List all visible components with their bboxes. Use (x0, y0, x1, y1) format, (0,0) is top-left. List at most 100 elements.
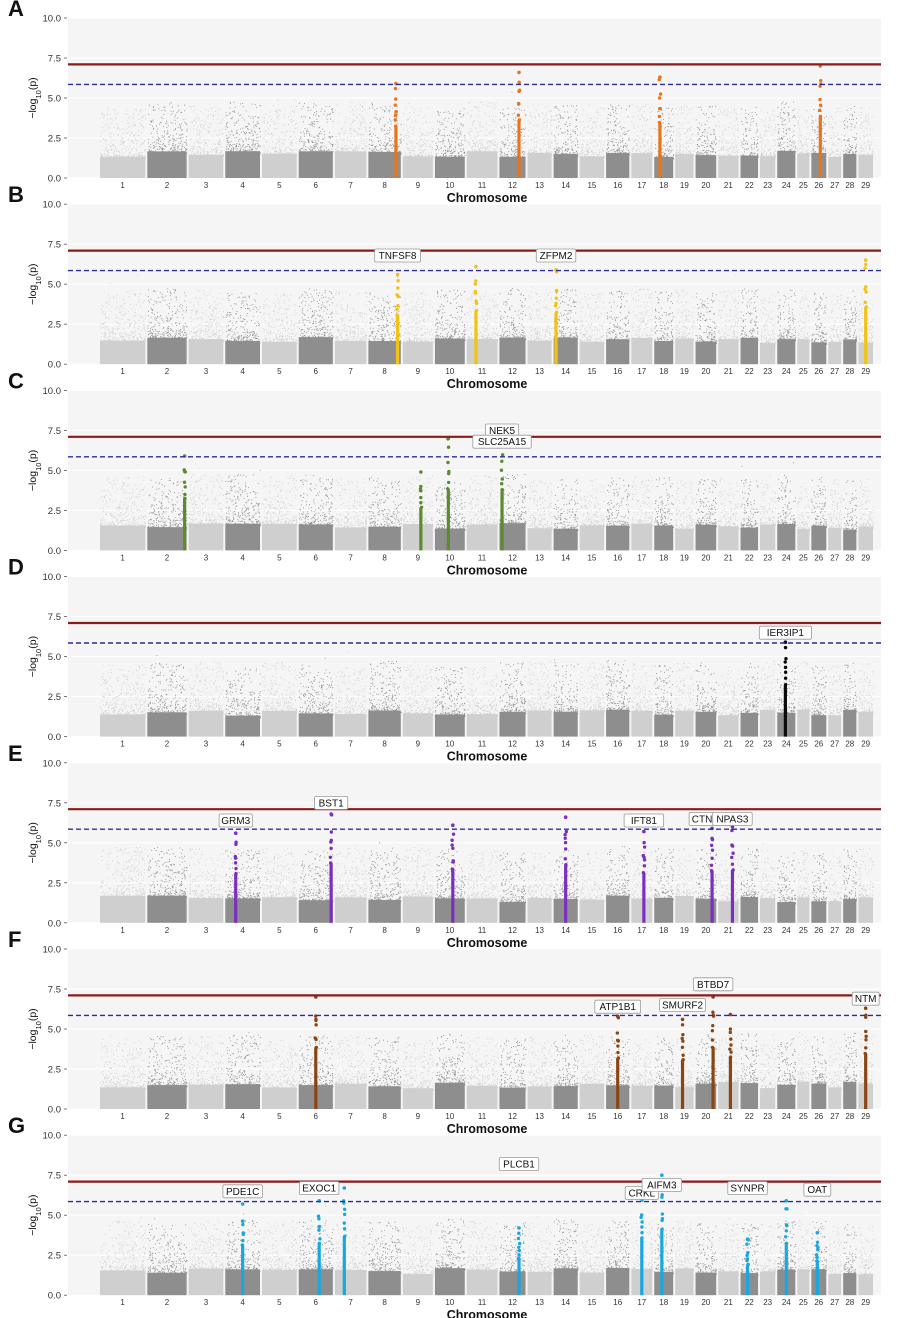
x-tick-label: 2 (165, 367, 170, 376)
panel-A: A0.02.55.07.510.0−log10(p)1 2 3 4 5 6 7 8 9 10 11 1… (8, 0, 881, 205)
chromosome-band-26 (811, 342, 827, 365)
highlight-point (681, 1039, 685, 1043)
chromosome-band-27 (828, 341, 842, 365)
y-tick-label: 0.0 (48, 360, 61, 371)
highlight-locus-chr12 (516, 1226, 522, 1296)
x-tick-label: 26 (814, 553, 823, 562)
highlight-point (314, 1018, 318, 1023)
x-tick-label: 9 (416, 1112, 421, 1121)
x-tick-label: 1 (120, 1298, 125, 1307)
y-tick-label: 10.0 (43, 572, 62, 583)
highlight-point (783, 676, 788, 680)
x-tick-label: 7 (348, 553, 353, 562)
snp-points-chr4 (225, 667, 261, 719)
x-tick-label: 8 (382, 1112, 387, 1121)
highlight-point (710, 1029, 715, 1033)
gene-name: PDE1C (226, 1187, 259, 1198)
x-tick-label: 5 (277, 367, 282, 376)
snp-points-chr28 (843, 849, 858, 902)
highlight-point (317, 1224, 321, 1229)
snp-points-chr5 (262, 848, 298, 900)
chromosome-band-23 (760, 1088, 776, 1109)
x-tick-label: 27 (830, 181, 839, 190)
snp-points-chr8 (368, 661, 402, 713)
lead-snp-point (342, 1186, 347, 1190)
x-tick-label: 22 (745, 181, 754, 190)
highlight-point (660, 1212, 665, 1216)
snp-points-chr19 (675, 289, 695, 342)
chromosome-band-9 (402, 156, 433, 178)
highlight-column (183, 498, 187, 551)
x-tick-label: 21 (724, 926, 733, 935)
highlight-point (517, 1253, 521, 1257)
x-tick-label: 15 (587, 740, 596, 749)
snp-points-chr8 (368, 1037, 402, 1089)
snp-points-chr26 (811, 1036, 828, 1087)
gene-name: IER3IP1 (767, 628, 805, 639)
highlight-point (419, 484, 423, 489)
chromosome-band-28 (843, 709, 857, 737)
highlight-column (640, 1238, 644, 1296)
highlight-point (640, 1236, 644, 1240)
chromosome-band-2 (147, 895, 187, 923)
x-tick-label: 10 (445, 1112, 454, 1121)
chromosome-band-16 (606, 525, 630, 551)
chromosome-band-21 (718, 1271, 739, 1296)
y-axis-label: −log10(p) (27, 1008, 43, 1049)
chromosome-band-20 (695, 1272, 717, 1296)
chromosome-band-15 (579, 710, 605, 737)
highlight-column (710, 870, 714, 923)
chromosome-band-15 (579, 341, 605, 365)
chromosome-band-3 (188, 710, 224, 737)
highlight-column (517, 119, 521, 178)
chromosome-band-23 (760, 898, 776, 923)
x-tick-label: 29 (861, 367, 870, 376)
chromosome-band-15 (579, 1083, 605, 1109)
x-tick-label: 23 (763, 367, 772, 376)
highlight-point (473, 291, 478, 295)
chromosome-band-22 (740, 527, 759, 551)
highlight-point (474, 299, 478, 303)
highlight-point (183, 492, 187, 497)
chromosome-band-10 (434, 156, 465, 178)
highlight-point (660, 1227, 664, 1231)
chromosome-band-18 (654, 897, 674, 923)
y-axis-label: −log10(p) (27, 450, 43, 491)
chromosome-band-5 (262, 523, 297, 551)
chromosome-band-5 (262, 897, 297, 923)
chromosome-band-28 (843, 1273, 857, 1296)
x-tick-label: 4 (240, 367, 245, 376)
highlight-point (639, 1213, 644, 1217)
highlight-point (818, 97, 822, 102)
snp-points-chr10 (435, 666, 466, 717)
highlight-column (234, 873, 238, 923)
chromosome-band-19 (675, 338, 694, 365)
snp-points-chr12 (499, 852, 527, 905)
chromosome-band-23 (760, 342, 776, 365)
chromosome-band-13 (527, 897, 552, 923)
chromosome-band-20 (695, 1083, 717, 1109)
chromosome-band-11 (466, 714, 498, 737)
chromosome-band-3 (188, 898, 224, 923)
highlight-point (314, 1023, 318, 1027)
x-tick-label: 3 (204, 181, 209, 190)
x-tick-label: 28 (845, 367, 854, 376)
chromosome-band-13 (527, 710, 552, 737)
x-tick-label: 14 (561, 367, 570, 376)
y-tick-label: 2.5 (48, 1251, 61, 1262)
snp-points-chr19 (675, 662, 695, 714)
chromosome-band-8 (368, 341, 401, 365)
x-tick-label: 21 (724, 553, 733, 562)
highlight-point (500, 477, 504, 481)
snp-points-chr27 (828, 107, 842, 160)
x-tick-label: 6 (314, 740, 319, 749)
chromosome-band-20 (695, 341, 717, 365)
y-tick-label: 0.0 (48, 918, 61, 929)
highlight-point (640, 1225, 644, 1229)
highlight-point (616, 1056, 621, 1060)
x-tick-label: 15 (587, 181, 596, 190)
snp-points-chr5 (262, 98, 298, 157)
chromosome-band-24 (777, 1084, 796, 1109)
x-tick-label: 10 (445, 367, 454, 376)
lead-snp-point (451, 823, 455, 827)
